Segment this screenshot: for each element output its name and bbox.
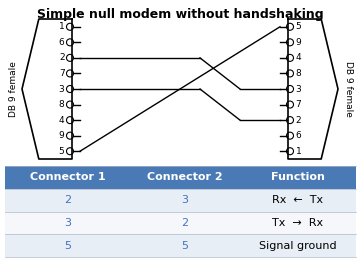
Text: 5: 5: [64, 241, 71, 251]
Text: Signal ground: Signal ground: [259, 241, 337, 251]
Text: 6: 6: [296, 131, 301, 140]
Bar: [5, 212, 356, 234]
Text: DB 9 female: DB 9 female: [9, 61, 18, 117]
Text: 2: 2: [64, 195, 71, 205]
Text: 1: 1: [296, 147, 301, 156]
Text: 2: 2: [296, 116, 301, 125]
Text: 9: 9: [59, 131, 65, 140]
Text: Connector 2: Connector 2: [147, 172, 223, 182]
Text: Connector 1: Connector 1: [30, 172, 105, 182]
Text: Function: Function: [271, 172, 325, 182]
Bar: [5, 166, 356, 189]
Text: 5: 5: [296, 22, 301, 31]
Text: 3: 3: [296, 84, 301, 93]
Text: 3: 3: [182, 195, 188, 205]
Text: 6: 6: [59, 38, 65, 47]
Text: DB 9 female: DB 9 female: [344, 61, 352, 117]
Text: 9: 9: [296, 38, 301, 47]
Text: 4: 4: [296, 53, 301, 62]
Text: 8: 8: [296, 69, 301, 78]
Text: 3: 3: [59, 84, 65, 93]
Text: 5: 5: [182, 241, 188, 251]
Text: 7: 7: [59, 69, 65, 78]
Text: Simple null modem without handshaking: Simple null modem without handshaking: [37, 8, 323, 21]
Bar: [5, 234, 356, 257]
Text: 7: 7: [296, 100, 301, 109]
Text: 2: 2: [59, 53, 65, 62]
Text: 3: 3: [64, 218, 71, 228]
Text: 8: 8: [59, 100, 65, 109]
Text: 4: 4: [59, 116, 65, 125]
Bar: [5, 189, 356, 212]
Text: 5: 5: [59, 147, 65, 156]
Text: 1: 1: [59, 22, 65, 31]
Text: Tx  →  Rx: Tx → Rx: [273, 218, 323, 228]
Text: 2: 2: [182, 218, 188, 228]
Text: Rx  ←  Tx: Rx ← Tx: [273, 195, 323, 205]
